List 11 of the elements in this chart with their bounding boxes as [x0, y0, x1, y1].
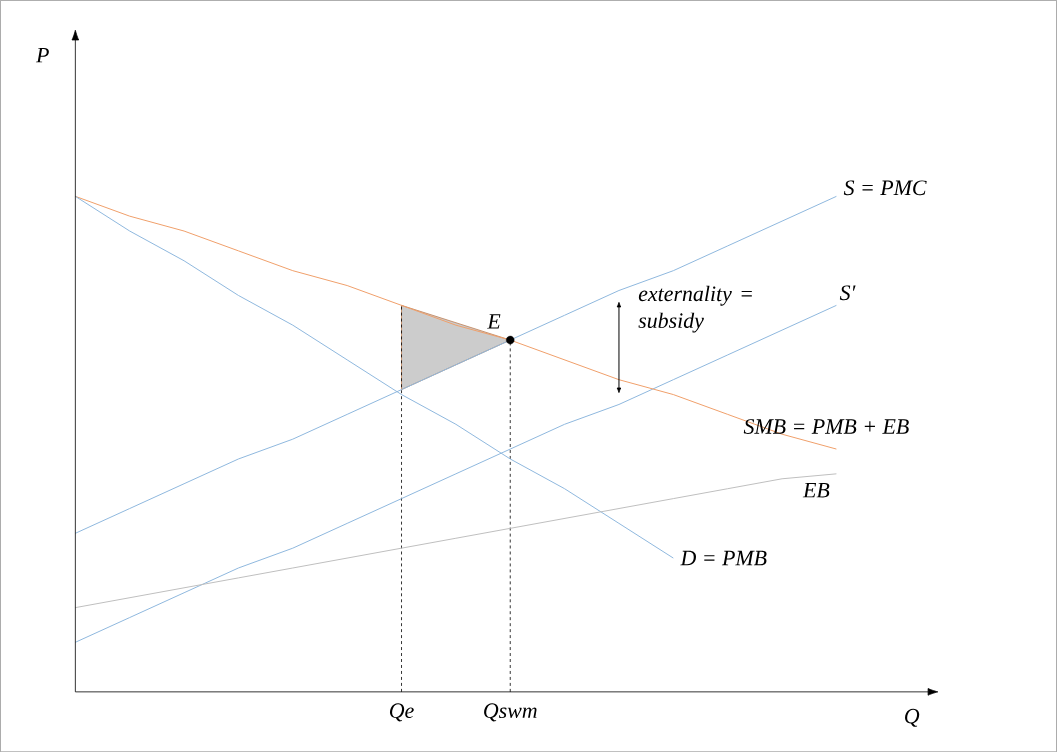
x-axis-title: Q	[905, 708, 920, 727]
annotation: E	[487, 314, 501, 329]
series-label: D = PMB	[680, 550, 767, 566]
annotation: externality = subsidy	[638, 285, 752, 333]
x-tick-label: Qe	[389, 703, 414, 722]
x-tick-label: Qswm	[484, 703, 537, 722]
series-label: S = PMC	[843, 180, 927, 196]
series-label: EB	[802, 482, 830, 498]
series-label: SMB = PMB + EB	[743, 419, 909, 434]
series-label: S′	[839, 285, 856, 301]
text: P	[35, 47, 49, 63]
